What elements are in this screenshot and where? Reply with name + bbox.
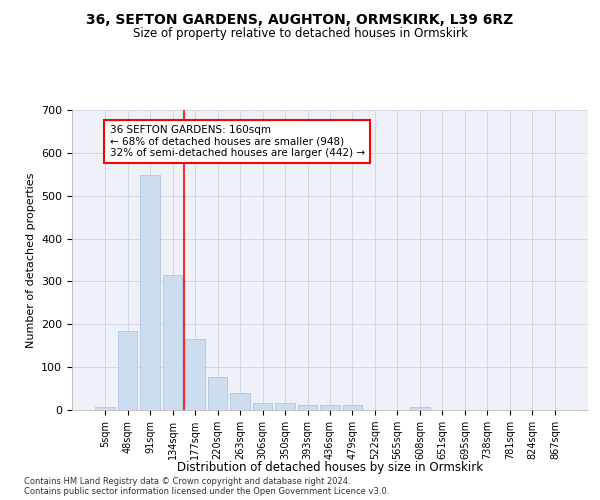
Bar <box>275 402 295 410</box>
Text: Distribution of detached houses by size in Ormskirk: Distribution of detached houses by size … <box>177 461 483 474</box>
Bar <box>253 402 272 410</box>
Bar <box>230 393 250 410</box>
Text: Contains public sector information licensed under the Open Government Licence v3: Contains public sector information licen… <box>24 487 389 496</box>
Bar <box>343 405 362 410</box>
Text: Size of property relative to detached houses in Ormskirk: Size of property relative to detached ho… <box>133 28 467 40</box>
Bar <box>163 275 182 410</box>
Bar <box>298 405 317 410</box>
Y-axis label: Number of detached properties: Number of detached properties <box>26 172 35 348</box>
Bar <box>95 406 115 410</box>
Text: Contains HM Land Registry data © Crown copyright and database right 2024.: Contains HM Land Registry data © Crown c… <box>24 477 350 486</box>
Text: 36, SEFTON GARDENS, AUGHTON, ORMSKIRK, L39 6RZ: 36, SEFTON GARDENS, AUGHTON, ORMSKIRK, L… <box>86 12 514 26</box>
Bar <box>185 340 205 410</box>
Bar <box>118 330 137 410</box>
Bar <box>140 175 160 410</box>
Bar <box>410 406 430 410</box>
Bar <box>208 377 227 410</box>
Bar <box>320 405 340 410</box>
Text: 36 SEFTON GARDENS: 160sqm
← 68% of detached houses are smaller (948)
32% of semi: 36 SEFTON GARDENS: 160sqm ← 68% of detac… <box>110 125 365 158</box>
